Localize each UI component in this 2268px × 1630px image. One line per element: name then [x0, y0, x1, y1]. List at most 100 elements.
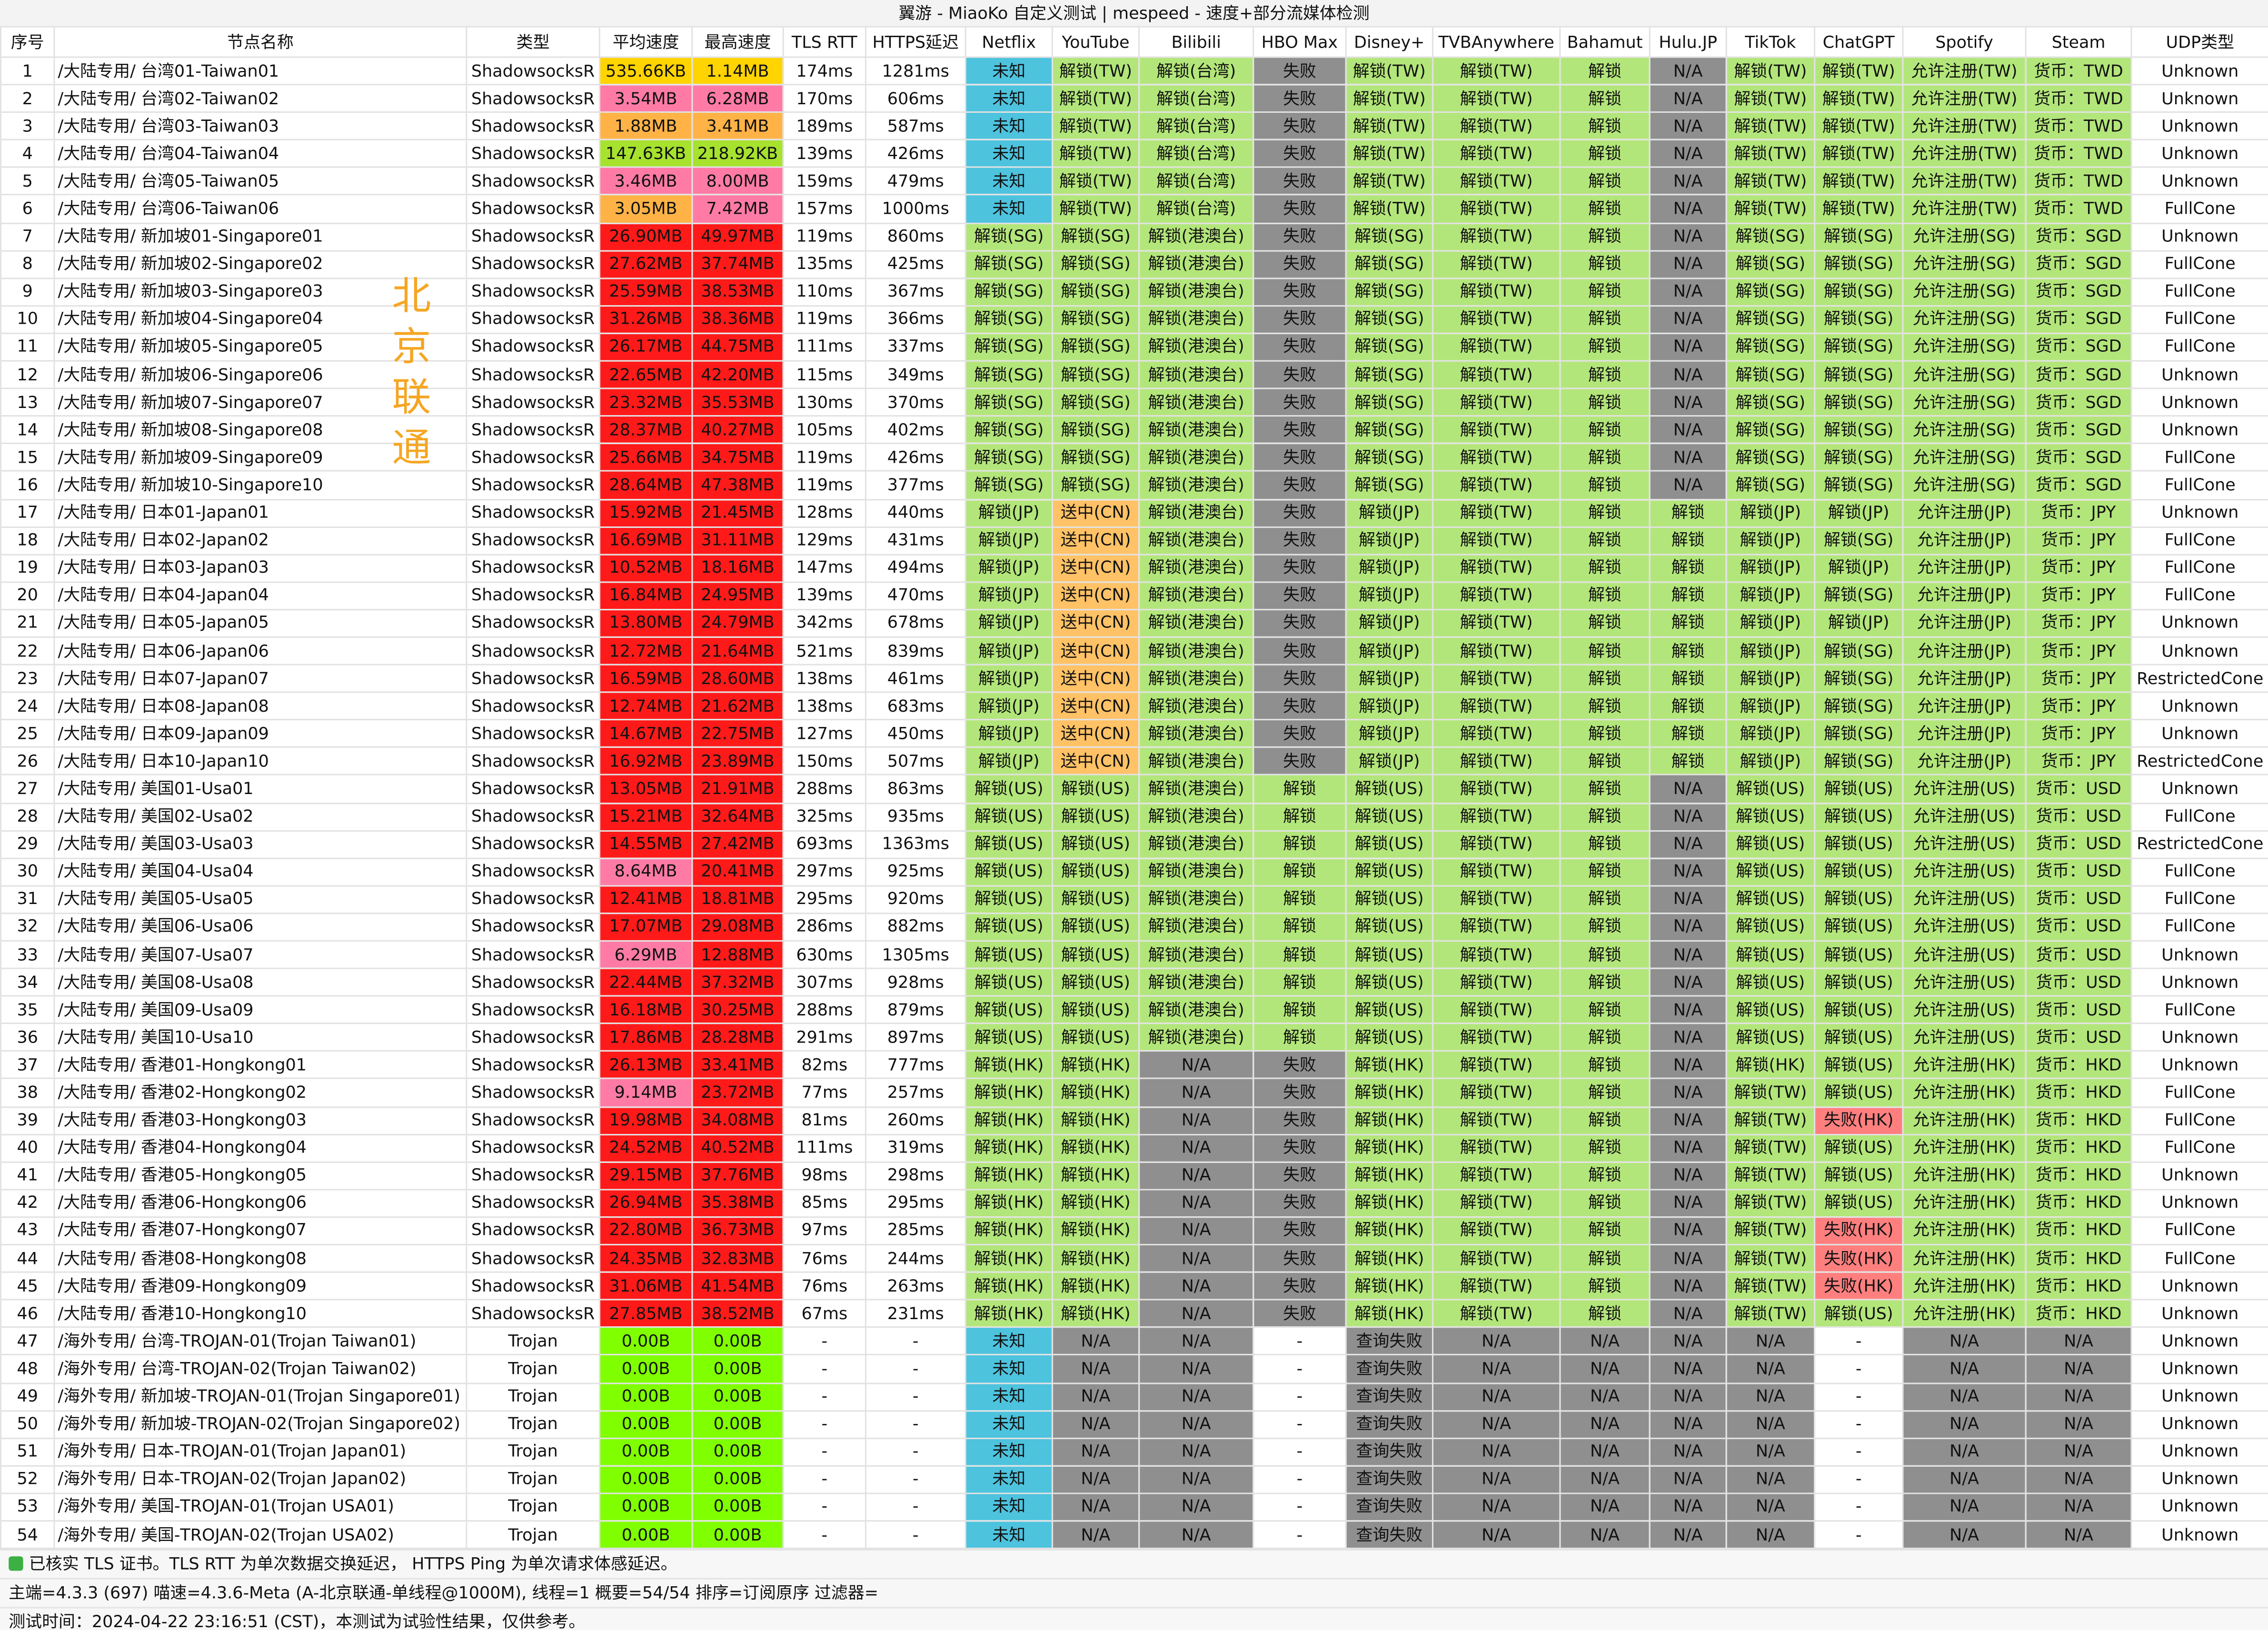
- table-cell: 257ms: [865, 1078, 966, 1108]
- table-cell: 货币：SGD: [2025, 277, 2132, 307]
- table-cell: 24.52MB: [598, 1133, 693, 1163]
- table-cell: 16.92MB: [598, 746, 693, 776]
- table-cell: 允许注册(US): [1902, 1023, 2027, 1052]
- table-cell: 20.41MB: [691, 857, 784, 886]
- table-cell: /大陆专用/ 日本09-Japan09: [53, 719, 468, 748]
- table-cell: 189ms: [782, 111, 866, 141]
- table-cell: 解锁(TW): [1725, 1105, 1816, 1135]
- table-cell: 送中(CN): [1051, 636, 1140, 666]
- table-cell: 解锁: [1649, 553, 1727, 583]
- table-cell: 解锁(港澳台): [1138, 967, 1254, 997]
- table-cell: 解锁: [1559, 111, 1651, 141]
- table-cell: N/A: [1649, 1492, 1727, 1522]
- table-cell: Unknown: [2130, 1327, 2268, 1356]
- table-cell: RestrictedCone: [2130, 829, 2268, 859]
- table-cell: FullCone: [2130, 857, 2268, 886]
- table-cell: 失败: [1253, 139, 1347, 169]
- table-cell: 解锁: [1559, 1105, 1651, 1135]
- table-cell: 45: [0, 1272, 55, 1301]
- table-cell: 34.08MB: [691, 1105, 784, 1135]
- table-cell: 147.63KB: [598, 139, 693, 169]
- table-cell: 失败: [1253, 1078, 1347, 1108]
- table-cell: 解锁: [1559, 332, 1651, 362]
- table-row: 38/大陆专用/ 香港02-Hongkong02 ShadowsocksR 9.14…: [0, 1078, 2268, 1108]
- table-cell: 297ms: [782, 857, 866, 886]
- table-cell: 解锁(JP): [1814, 608, 1904, 638]
- table-cell: 920ms: [865, 885, 966, 914]
- table-cell: 解锁(TW): [1725, 56, 1816, 86]
- table-cell: 解锁(港澳台): [1138, 940, 1254, 969]
- table-cell: 解锁(港澳台): [1138, 995, 1254, 1024]
- table-cell: 解锁: [1253, 885, 1347, 914]
- table-cell: 解锁(港澳台): [1138, 498, 1254, 527]
- table-row: 12/大陆专用/ 新加坡06-Singapore06 ShadowsocksR 22…: [0, 360, 2268, 389]
- table-cell: 解锁(JP): [1345, 498, 1433, 527]
- table-cell: /海外专用/ 美国-TROJAN-01(Trojan USA01): [53, 1492, 468, 1522]
- table-cell: 解锁(SG): [1814, 526, 1904, 555]
- table-cell: 27: [0, 774, 55, 804]
- table-cell: /大陆专用/ 台湾05-Taiwan05: [53, 167, 468, 196]
- table-cell: 解锁(SG): [1725, 277, 1816, 307]
- table-cell: 查询失败: [1345, 1465, 1433, 1494]
- table-cell: 货币：SGD: [2025, 222, 2132, 251]
- table-cell: 解锁(SG): [1345, 305, 1433, 334]
- table-cell: 解锁(SG): [1051, 305, 1140, 334]
- table-cell: 13.05MB: [598, 774, 693, 804]
- table-cell: N/A: [1649, 1078, 1727, 1108]
- table-cell: 解锁(HK): [1345, 1244, 1433, 1273]
- table-cell: 解锁: [1559, 1133, 1651, 1163]
- table-cell: 128ms: [782, 498, 866, 527]
- table-cell: 解锁(SG): [1814, 415, 1904, 445]
- table-cell: 允许注册(SG): [1902, 360, 2027, 389]
- table-row: 4/大陆专用/ 台湾04-Taiwan04 ShadowsocksR 147.63K…: [0, 139, 2268, 169]
- table-cell: 解锁(HK): [965, 1189, 1053, 1218]
- table-cell: 16.59MB: [598, 664, 693, 693]
- table-cell: 解锁(SG): [965, 222, 1053, 251]
- table-cell: /海外专用/ 新加坡-TROJAN-01(Trojan Singapore01): [53, 1382, 468, 1411]
- table-cell: 8: [0, 249, 55, 279]
- table-cell: 35.38MB: [691, 1189, 784, 1218]
- table-cell: 115ms: [782, 360, 866, 389]
- table-cell: 307ms: [782, 967, 866, 997]
- table-cell: 失败: [1253, 581, 1347, 610]
- table-cell: 解锁(港澳台): [1138, 802, 1254, 831]
- table-cell: 允许注册(TW): [1902, 111, 2027, 141]
- table-cell: 370ms: [865, 388, 966, 417]
- table-cell: 送中(CN): [1051, 608, 1140, 638]
- table-cell: 0.00B: [598, 1354, 693, 1384]
- table-row: 22/大陆专用/ 日本06-Japan06 ShadowsocksR 12.72MB…: [0, 636, 2268, 666]
- table-body: 1/大陆专用/ 台湾01-Taiwan01 ShadowsocksR 535.66K…: [0, 56, 2268, 1550]
- table-cell: 允许注册(JP): [1902, 691, 2027, 721]
- table-cell: ShadowsocksR: [466, 885, 600, 914]
- table-cell: 解锁: [1253, 912, 1347, 942]
- table-cell: 367ms: [865, 277, 966, 307]
- table-cell: 解锁(JP): [1725, 636, 1816, 666]
- table-cell: 15: [0, 443, 55, 472]
- table-cell: -: [865, 1492, 966, 1522]
- table-cell: 解锁(HK): [1051, 1050, 1140, 1080]
- table-cell: ShadowsocksR: [466, 912, 600, 942]
- table-cell: ShadowsocksR: [466, 829, 600, 859]
- table-cell: ShadowsocksR: [466, 553, 600, 583]
- table-cell: 解锁: [1559, 84, 1651, 113]
- table-cell: 解锁(港澳台): [1138, 360, 1254, 389]
- table-cell: 0.00B: [691, 1327, 784, 1356]
- table-cell: ShadowsocksR: [466, 470, 600, 500]
- table-cell: N/A: [2025, 1465, 2132, 1494]
- table-cell: 431ms: [865, 526, 966, 555]
- table-cell: 解锁(SG): [1814, 305, 1904, 334]
- table-cell: 解锁(TW): [1051, 194, 1140, 224]
- table-cell: /大陆专用/ 台湾06-Taiwan06: [53, 194, 468, 224]
- table-cell: N/A: [1649, 1520, 1727, 1550]
- table-cell: N/A: [1649, 1161, 1727, 1191]
- table-cell: 解锁(SG): [965, 332, 1053, 362]
- table-cell: 39: [0, 1105, 55, 1135]
- table-row: 45/大陆专用/ 香港09-Hongkong09 ShadowsocksR 31.0…: [0, 1272, 2268, 1301]
- table-cell: /大陆专用/ 香港09-Hongkong09: [53, 1272, 468, 1301]
- table-cell: 解锁: [1559, 691, 1651, 721]
- table-cell: ShadowsocksR: [466, 746, 600, 776]
- table-cell: ShadowsocksR: [466, 332, 600, 362]
- table-cell: 34.75MB: [691, 443, 784, 472]
- table-cell: FullCone: [2130, 553, 2268, 583]
- table-cell: 解锁: [1253, 802, 1347, 831]
